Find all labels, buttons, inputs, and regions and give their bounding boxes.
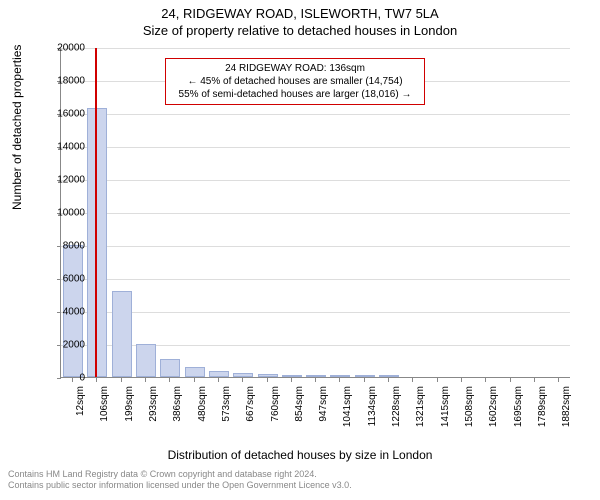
xtick-mark <box>485 378 486 382</box>
ytick-mark <box>57 378 61 379</box>
marker-callout: 24 RIDGEWAY ROAD: 136sqm ← 45% of detach… <box>165 58 425 105</box>
callout-line-3: 55% of semi-detached houses are larger (… <box>172 88 418 101</box>
ytick-label: 2000 <box>63 340 85 351</box>
xtick-mark <box>218 378 219 382</box>
xtick-label: 1602sqm <box>488 386 499 427</box>
xtick-label: 12sqm <box>75 386 86 416</box>
footer-line-2: Contains public sector information licen… <box>8 480 352 492</box>
histogram-bar <box>258 374 278 377</box>
histogram-bar <box>282 375 302 377</box>
histogram-bar <box>112 291 132 377</box>
histogram-bar <box>185 367 205 377</box>
ytick-label: 10000 <box>57 208 85 219</box>
callout-line-1: 24 RIDGEWAY ROAD: 136sqm <box>172 62 418 75</box>
xtick-mark <box>96 378 97 382</box>
histogram-bar <box>87 108 107 377</box>
chart-title-sub: Size of property relative to detached ho… <box>0 21 600 38</box>
xtick-mark <box>291 378 292 382</box>
ytick-label: 14000 <box>57 142 85 153</box>
xtick-mark <box>437 378 438 382</box>
ytick-mark <box>57 312 61 313</box>
xtick-label: 1041sqm <box>342 386 353 427</box>
xtick-label: 480sqm <box>197 386 208 422</box>
ytick-mark <box>57 279 61 280</box>
xtick-label: 106sqm <box>99 386 110 422</box>
histogram-bar <box>306 375 326 377</box>
xtick-mark <box>145 378 146 382</box>
xtick-label: 854sqm <box>294 386 305 422</box>
ytick-label: 4000 <box>63 307 85 318</box>
x-axis-label: Distribution of detached houses by size … <box>0 448 600 462</box>
histogram-bar <box>379 375 399 377</box>
xtick-label: 1695sqm <box>513 386 524 427</box>
ytick-label: 12000 <box>57 175 85 186</box>
xtick-mark <box>412 378 413 382</box>
xtick-mark <box>121 378 122 382</box>
xtick-label: 760sqm <box>270 386 281 422</box>
xtick-mark <box>169 378 170 382</box>
y-axis-label: Number of detached properties <box>10 45 24 210</box>
xtick-label: 1321sqm <box>415 386 426 427</box>
histogram-bar <box>160 359 180 377</box>
callout-line-2: ← 45% of detached houses are smaller (14… <box>172 75 418 88</box>
xtick-mark <box>510 378 511 382</box>
gridline <box>61 180 570 181</box>
xtick-label: 1228sqm <box>391 386 402 427</box>
ytick-label: 20000 <box>57 43 85 54</box>
xtick-label: 386sqm <box>172 386 183 422</box>
xtick-label: 1882sqm <box>561 386 572 427</box>
gridline <box>61 213 570 214</box>
xtick-label: 573sqm <box>221 386 232 422</box>
histogram-bar <box>209 371 229 377</box>
xtick-mark <box>242 378 243 382</box>
xtick-label: 947sqm <box>318 386 329 422</box>
xtick-mark <box>534 378 535 382</box>
gridline <box>61 312 570 313</box>
footer-attribution: Contains HM Land Registry data © Crown c… <box>8 469 352 492</box>
property-marker-line <box>95 48 97 377</box>
xtick-mark <box>339 378 340 382</box>
footer-line-1: Contains HM Land Registry data © Crown c… <box>8 469 352 481</box>
xtick-mark <box>461 378 462 382</box>
xtick-mark <box>388 378 389 382</box>
xtick-label: 1789sqm <box>537 386 548 427</box>
xtick-label: 1415sqm <box>440 386 451 427</box>
ytick-label: 16000 <box>57 109 85 120</box>
xtick-mark <box>315 378 316 382</box>
gridline <box>61 147 570 148</box>
histogram-bar <box>355 375 375 377</box>
chart-title-address: 24, RIDGEWAY ROAD, ISLEWORTH, TW7 5LA <box>0 0 600 21</box>
gridline <box>61 279 570 280</box>
gridline <box>61 114 570 115</box>
ytick-label: 8000 <box>63 241 85 252</box>
xtick-label: 1508sqm <box>464 386 475 427</box>
xtick-label: 1134sqm <box>367 386 378 426</box>
xtick-mark <box>194 378 195 382</box>
xtick-mark <box>72 378 73 382</box>
ytick-label: 18000 <box>57 76 85 87</box>
ytick-mark <box>57 246 61 247</box>
histogram-bar <box>233 373 253 377</box>
ytick-label: 0 <box>79 373 85 384</box>
gridline <box>61 246 570 247</box>
histogram-bar <box>330 375 350 377</box>
xtick-label: 667sqm <box>245 386 256 422</box>
ytick-label: 6000 <box>63 274 85 285</box>
ytick-mark <box>57 345 61 346</box>
xtick-label: 293sqm <box>148 386 159 422</box>
histogram-bar <box>136 344 156 377</box>
xtick-mark <box>267 378 268 382</box>
xtick-label: 199sqm <box>124 386 135 422</box>
gridline <box>61 48 570 49</box>
chart-area: 24 RIDGEWAY ROAD: 136sqm ← 45% of detach… <box>60 48 570 408</box>
xtick-mark <box>558 378 559 382</box>
xtick-mark <box>364 378 365 382</box>
